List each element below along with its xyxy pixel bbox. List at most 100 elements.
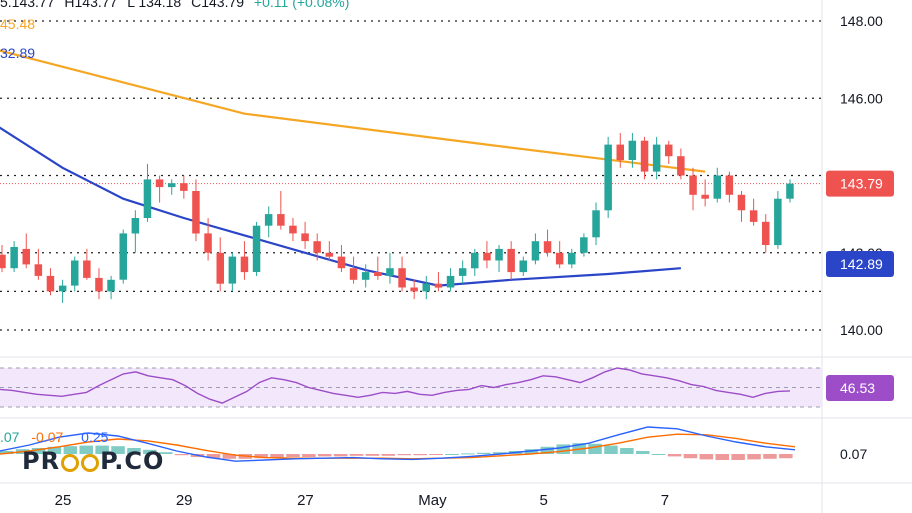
candle-up: [531, 241, 540, 261]
candle-down: [507, 248, 515, 273]
open-value: 5.143.77: [0, 0, 55, 10]
candle-up: [458, 268, 467, 276]
macd-hist-bar: [143, 449, 157, 454]
macd-hist-bar: [715, 454, 729, 460]
macd-hist-bar: [540, 446, 555, 454]
candle-down: [725, 175, 734, 195]
price-tick-label: 148.00: [840, 13, 883, 29]
macd-hist-bar: [477, 452, 491, 454]
candle-down: [398, 268, 406, 288]
macd-hist-bar: [95, 445, 109, 454]
candle-down: [374, 272, 382, 276]
coin-icon: [81, 454, 100, 472]
candle-down: [689, 175, 697, 195]
candle-down: [483, 252, 491, 261]
macd-hist-bar: [349, 454, 364, 456]
macd-hist-bar: [174, 454, 189, 456]
macd-hist-bar: [636, 451, 650, 454]
macd-hist-bar: [159, 452, 173, 454]
watermark-logo: PR P.CO: [22, 447, 164, 475]
candle-up: [786, 183, 794, 199]
macd-hist-bar: [47, 446, 62, 454]
logo-text-right: P.CO: [100, 447, 165, 475]
candle-up: [580, 237, 588, 253]
current-price-badge: 143.79: [840, 176, 883, 192]
macd-hist-bar: [413, 454, 427, 456]
moving-averages: [0, 49, 706, 287]
macd-hist-bar: [0, 451, 14, 454]
macd-hist-bar: [492, 452, 507, 454]
candle-up: [446, 275, 455, 288]
axis-badges: 143.79 142.89 46.53: [826, 170, 894, 401]
candle-up: [471, 252, 479, 269]
candle-up: [252, 225, 261, 272]
candle-up: [71, 260, 79, 286]
candle-up: [143, 179, 152, 218]
candle-up: [713, 175, 721, 199]
close-value: C143.79: [191, 0, 245, 10]
macd-hist-bar: [286, 454, 300, 457]
candle-down: [95, 277, 103, 292]
candle-down: [313, 241, 321, 253]
candle-up: [422, 283, 430, 292]
macd-hist-bar: [620, 448, 634, 454]
candle-down: [180, 183, 188, 191]
macd-hist-bar: [254, 454, 268, 459]
candle-up: [628, 140, 637, 160]
candle-up: [568, 252, 576, 265]
candle-down: [349, 268, 358, 280]
candle-down: [0, 254, 6, 269]
candle-down: [665, 144, 673, 157]
macd-hist-bar: [222, 454, 237, 459]
macd-hist-bar: [779, 454, 793, 459]
candle-down: [204, 233, 212, 253]
candle-down: [155, 179, 164, 188]
logo-text-left: PR: [22, 447, 61, 475]
coin-icon: [61, 454, 80, 472]
date-tick-label: 29: [176, 492, 193, 509]
ma-fast-badge-bg: [826, 251, 894, 277]
macd-line-value: 0.25: [81, 429, 109, 445]
candle-down: [337, 256, 346, 269]
rsi-pane: [0, 367, 822, 408]
ma-fast-line: [0, 126, 681, 287]
candle-down: [277, 214, 285, 226]
candle-up: [519, 260, 527, 273]
macd-hist-bar: [270, 454, 284, 458]
candle-up: [386, 268, 394, 276]
ma-fast-badge: 142.89: [840, 256, 883, 272]
rsi-line: [0, 367, 791, 404]
macd-hist-bar: [667, 454, 682, 457]
macd-hist-bar: [763, 454, 777, 459]
macd-hist-bar: [445, 454, 459, 455]
date-tick-label: May: [418, 492, 447, 509]
macd-hist-bar: [318, 454, 332, 457]
date-tick-label: 25: [55, 492, 72, 509]
candle-down: [289, 225, 297, 234]
candle-up: [228, 256, 237, 284]
candle-down: [34, 264, 43, 276]
candle-down: [22, 248, 30, 265]
macd-hist-bar: [429, 454, 443, 455]
macd-hist-bar: [461, 453, 475, 455]
low-value: L 134.18: [127, 0, 182, 10]
macd-hist-bar: [381, 454, 396, 456]
candle-down: [434, 283, 443, 288]
candle-down: [737, 194, 746, 211]
macd-legend: .07 -0.07 0.25: [0, 429, 108, 445]
ohlc-legend: 5.143.77 H143.77 L 134.18 C143.79 +0.11 …: [0, 0, 355, 10]
rsi-badge-bg: [826, 375, 894, 401]
price-tick-label: 140.00: [840, 322, 883, 338]
macd-hist-value: .07: [0, 429, 20, 445]
candle-down: [325, 252, 334, 257]
macd-hist-bar: [556, 444, 570, 454]
candle-down: [701, 194, 709, 199]
macd-hist-bar: [524, 449, 539, 454]
candle-up: [495, 248, 503, 261]
candle-up: [774, 198, 782, 246]
date-axis: 25 29 27 May 5 7: [55, 492, 669, 509]
candle-down: [749, 210, 758, 222]
candle-down: [543, 241, 552, 253]
